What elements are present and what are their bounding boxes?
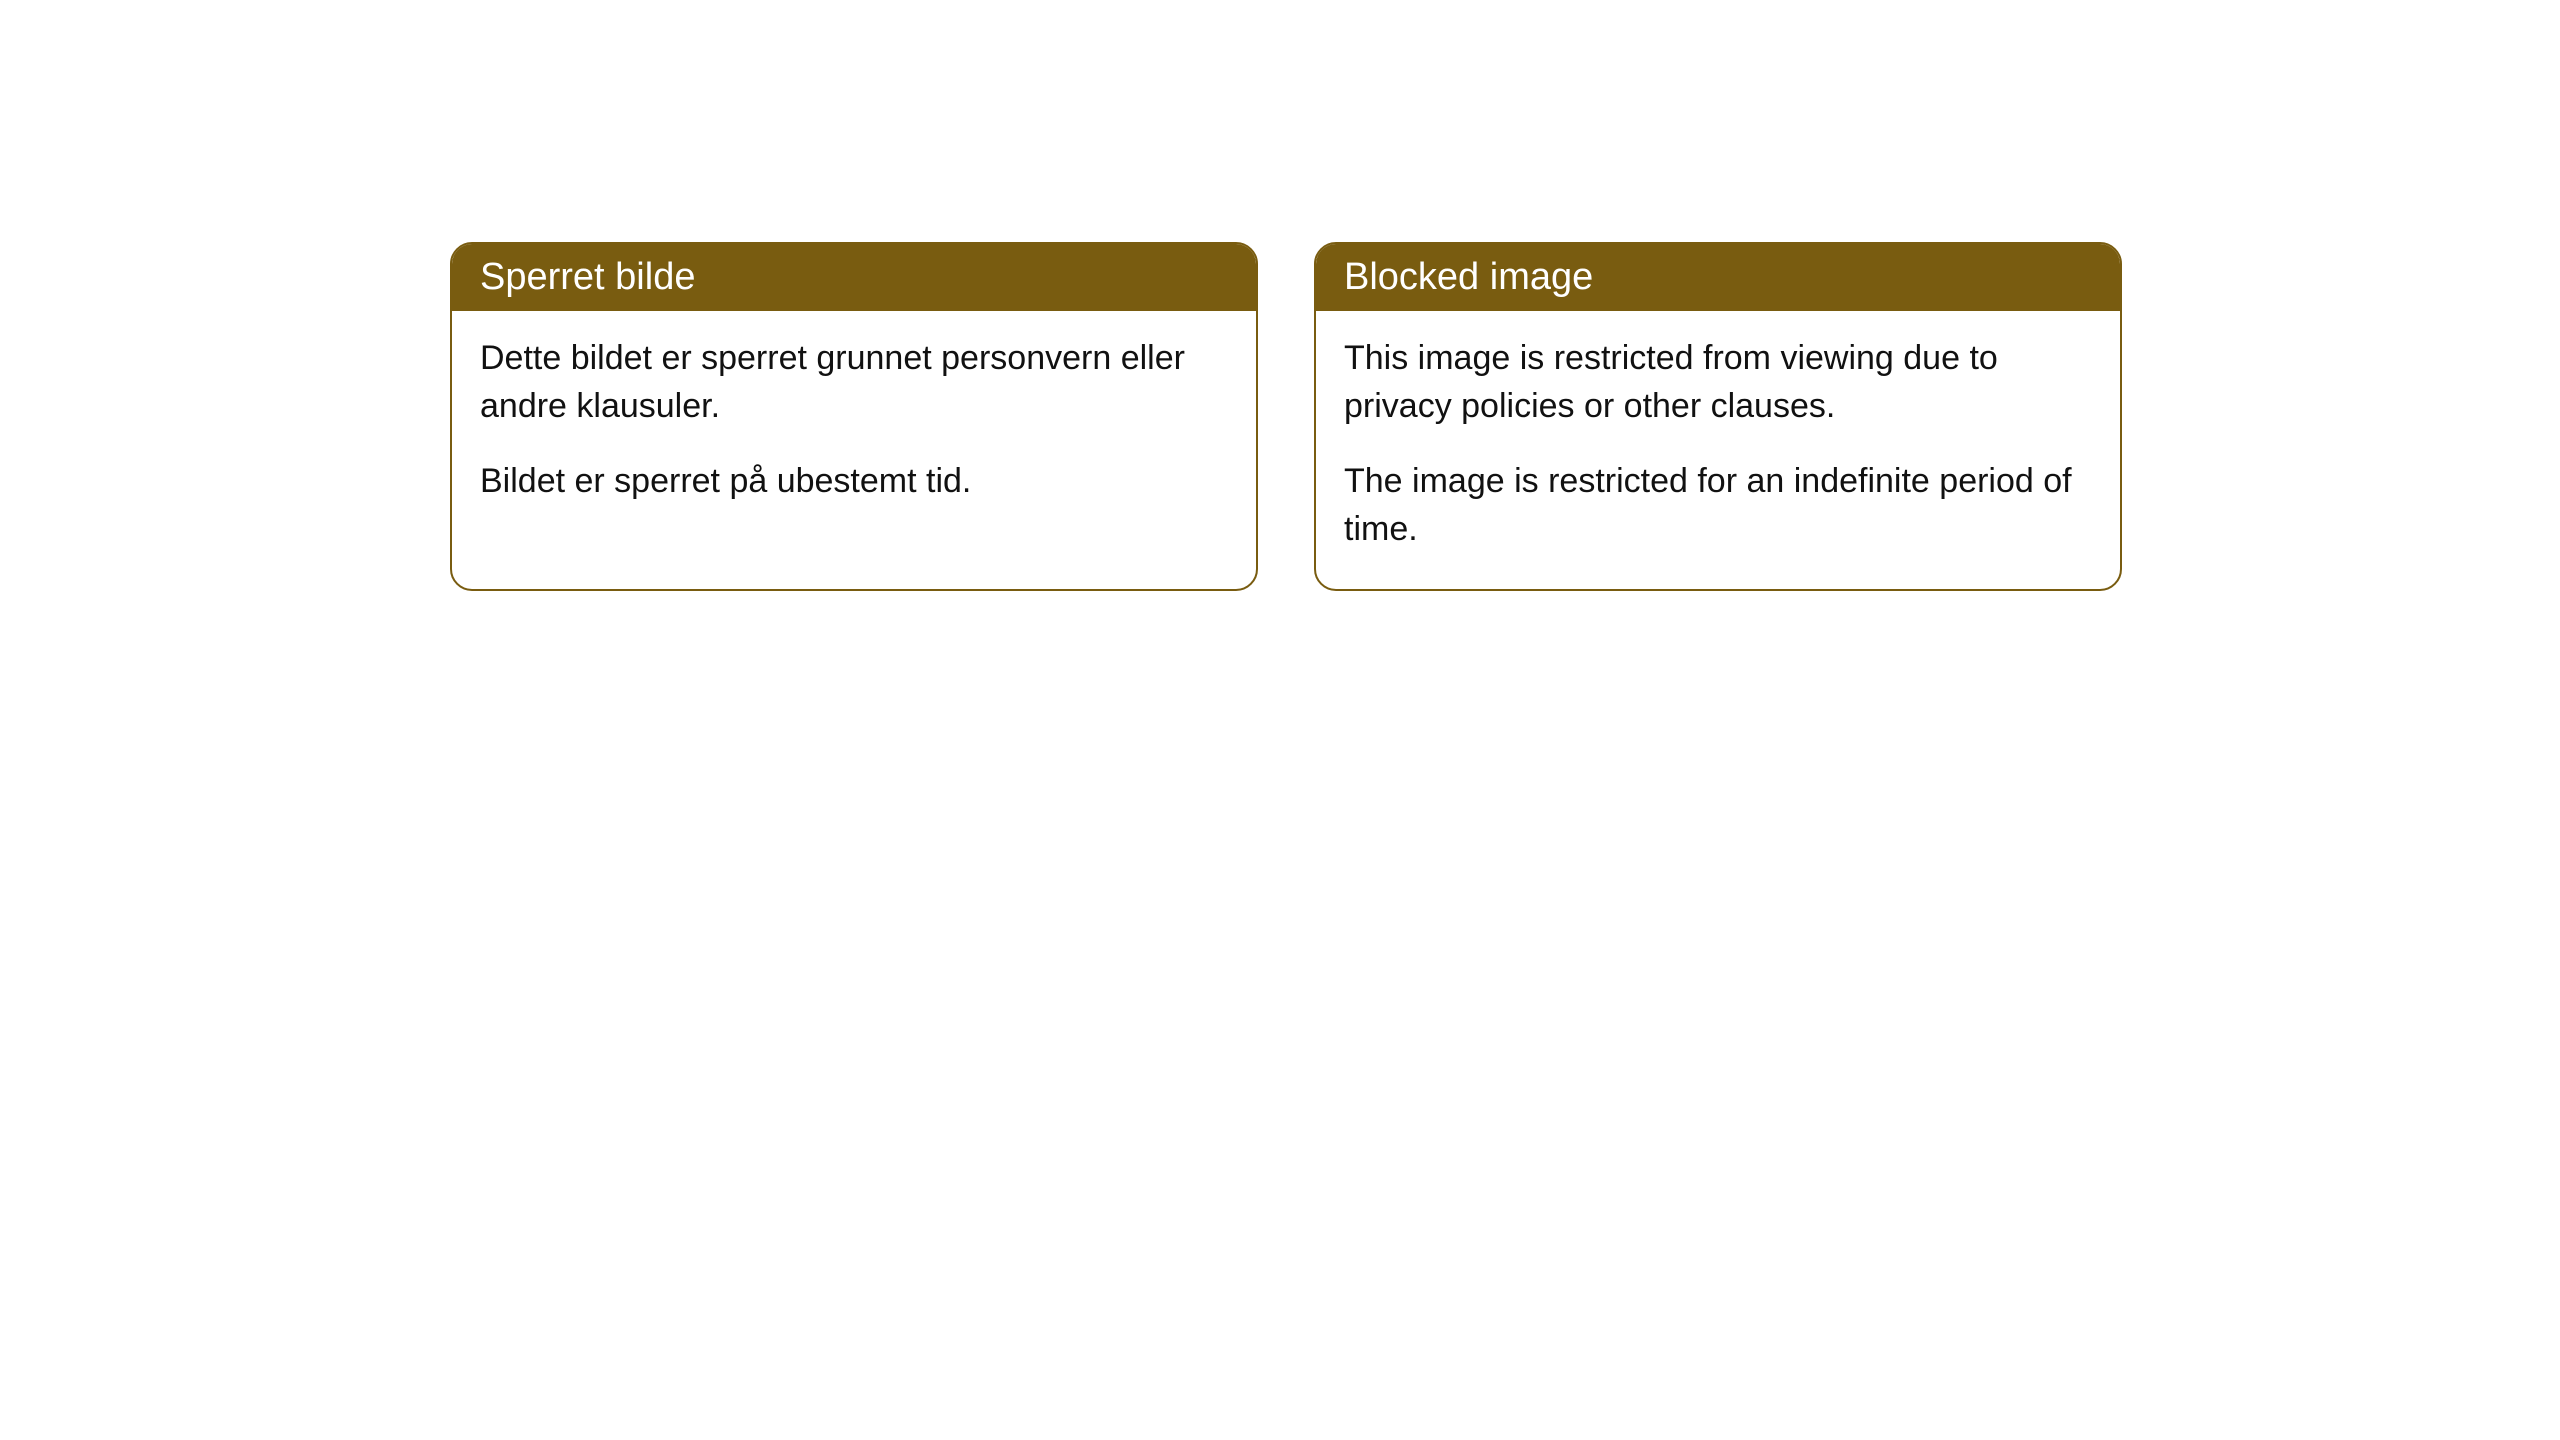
notice-paragraph: Dette bildet er sperret grunnet personve… bbox=[480, 335, 1228, 430]
notice-paragraph: This image is restricted from viewing du… bbox=[1344, 335, 2092, 430]
notice-container: Sperret bilde Dette bildet er sperret gr… bbox=[450, 242, 2122, 591]
notice-paragraph: The image is restricted for an indefinit… bbox=[1344, 458, 2092, 553]
notice-body: This image is restricted from viewing du… bbox=[1316, 311, 2120, 589]
notice-paragraph: Bildet er sperret på ubestemt tid. bbox=[480, 458, 1228, 506]
notice-header: Blocked image bbox=[1316, 244, 2120, 311]
notice-title: Sperret bilde bbox=[480, 256, 695, 298]
notice-body: Dette bildet er sperret grunnet personve… bbox=[452, 311, 1256, 542]
notice-card-norwegian: Sperret bilde Dette bildet er sperret gr… bbox=[450, 242, 1258, 591]
notice-card-english: Blocked image This image is restricted f… bbox=[1314, 242, 2122, 591]
notice-title: Blocked image bbox=[1344, 256, 1593, 298]
notice-header: Sperret bilde bbox=[452, 244, 1256, 311]
